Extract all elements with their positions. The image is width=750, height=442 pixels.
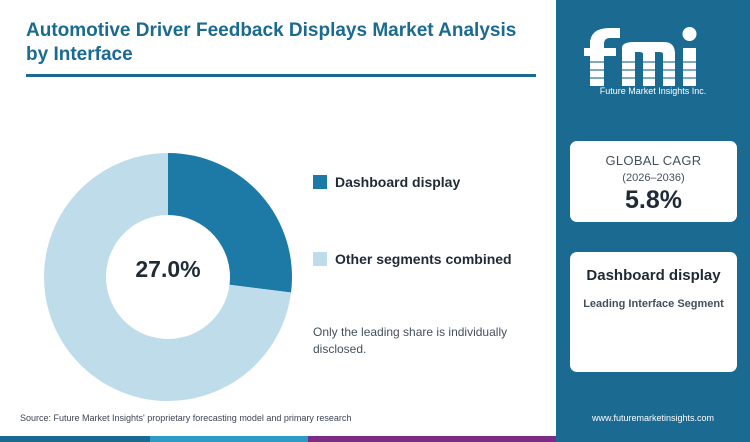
accent-segment xyxy=(308,436,556,442)
fmi-logo: fmi xyxy=(584,27,724,95)
donut-slice-other xyxy=(43,153,292,401)
legend-label-other: Other segments combined xyxy=(335,251,512,267)
accent-segment xyxy=(150,436,308,442)
source-note: Source: Future Market Insights' propriet… xyxy=(20,413,352,423)
logo-text: fmi xyxy=(653,93,655,95)
accent-segment xyxy=(556,436,750,442)
logo-subtitle: Future Market Insights Inc. xyxy=(599,86,707,96)
cagr-label: GLOBAL CAGR xyxy=(605,153,702,168)
accent-segment xyxy=(0,436,150,442)
leading-segment-description: Leading Interface Segment xyxy=(583,298,724,310)
donut-chart: 27.0% xyxy=(43,153,292,401)
center-label: 27.0% xyxy=(135,256,200,282)
website-url: www.futuremarketinsights.com xyxy=(591,413,715,423)
legend-item-dashboard: Dashboard display xyxy=(313,174,460,190)
title-underline xyxy=(26,74,536,77)
cagr-period: (2026–2036) xyxy=(622,172,685,184)
leading-segment-card: Dashboard display Leading Interface Segm… xyxy=(570,252,737,372)
bottom-accent-bar xyxy=(0,436,750,442)
legend-swatch-dashboard xyxy=(313,175,327,189)
disclosure-note: Only the leading share is individually d… xyxy=(313,325,508,356)
leading-segment-name: Dashboard display xyxy=(586,267,721,284)
legend-label-dashboard: Dashboard display xyxy=(335,174,461,190)
sidebar-panel: fmi Future Market Insights Inc. GLOBAL C… xyxy=(556,0,750,442)
chart-title: Automotive Driver Feedback Displays Mark… xyxy=(26,20,517,65)
legend-swatch-other xyxy=(313,252,327,266)
legend-item-other: Other segments combined xyxy=(313,251,512,267)
main-panel: Automotive Driver Feedback Displays Mark… xyxy=(20,20,536,423)
donut-slice-dashboard xyxy=(168,153,292,293)
cagr-card: GLOBAL CAGR (2026–2036) 5.8% xyxy=(570,141,737,222)
cagr-value: 5.8% xyxy=(625,186,682,214)
